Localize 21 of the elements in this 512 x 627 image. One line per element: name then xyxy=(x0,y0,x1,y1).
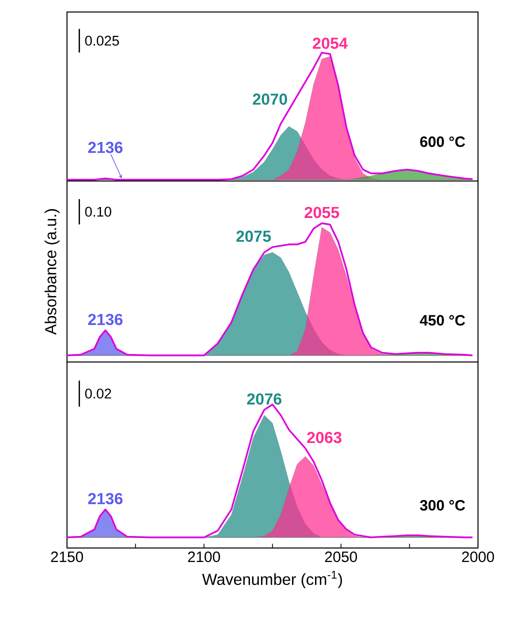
series-label: 2055 xyxy=(304,206,340,218)
text: 0.02 xyxy=(85,388,112,399)
y-axis-title: Absorbance (a.u.) xyxy=(44,209,60,335)
series-label: 2063 xyxy=(307,432,342,444)
text: 0.10 xyxy=(85,206,112,217)
series-label: 2076 xyxy=(247,393,282,405)
series-label: 2136 xyxy=(88,314,122,326)
series-label: 2136 xyxy=(88,142,122,154)
x-tick-label: 2000 xyxy=(462,552,494,562)
series-label: 2054 xyxy=(312,38,348,49)
x-tick-label: 2100 xyxy=(188,552,220,562)
series-label: 2075 xyxy=(236,230,271,242)
x-axis-title: Wavenumber (cm$^{-1}$) xyxy=(202,570,342,588)
series-label: 2136 xyxy=(88,492,122,504)
x-tick-label: 2050 xyxy=(325,552,358,562)
text: 600 °C xyxy=(420,136,466,147)
text: 450 °C xyxy=(420,315,466,326)
x-tick-label: 2150 xyxy=(51,552,84,562)
text: 0.025 xyxy=(85,36,119,46)
series-label: 2070 xyxy=(252,94,288,105)
text: 300 °C xyxy=(420,500,466,511)
